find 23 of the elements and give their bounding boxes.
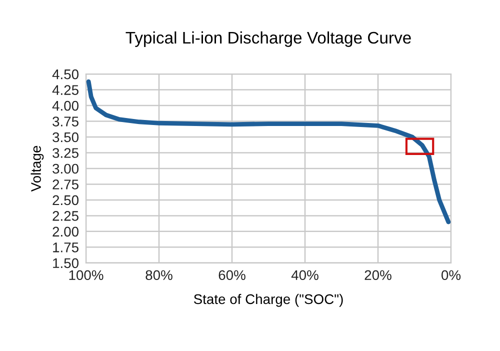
- x-tick-label: 80%: [146, 270, 172, 280]
- x-tick-label: 60%: [218, 270, 246, 280]
- y-tick-label: 3.50: [52, 132, 79, 142]
- line-series: [86, 79, 451, 224]
- y-tick-label: 4.50: [52, 69, 79, 80]
- y-tick-label: 3.25: [52, 148, 78, 158]
- x-axis-title: State of Charge ("SOC"): [194, 294, 343, 307]
- x-tick-label: 0%: [442, 270, 461, 280]
- y-tick-label: 2.00: [52, 226, 79, 237]
- y-tick-label: 4.25: [52, 85, 78, 95]
- y-tick-label: 4.00: [52, 100, 79, 111]
- x-tick-label: 100%: [69, 270, 104, 280]
- y-tick-label: 1.50: [53, 258, 79, 268]
- y-tick-label: 3.75: [52, 116, 78, 126]
- y-tick-label: 2.25: [52, 211, 78, 221]
- y-tick-label: 2.50: [52, 195, 79, 206]
- y-tick-label: 2.75: [52, 180, 78, 190]
- chart-title: Typical Li-ion Discharge Voltage Curve: [126, 31, 411, 47]
- x-tick-label: 40%: [291, 270, 318, 280]
- x-tick-label: 20%: [364, 270, 392, 280]
- y-tick-label: 1.75: [53, 242, 78, 252]
- y-axis-title: Voltage: [30, 146, 44, 192]
- y-tick-label: 3.00: [52, 164, 79, 174]
